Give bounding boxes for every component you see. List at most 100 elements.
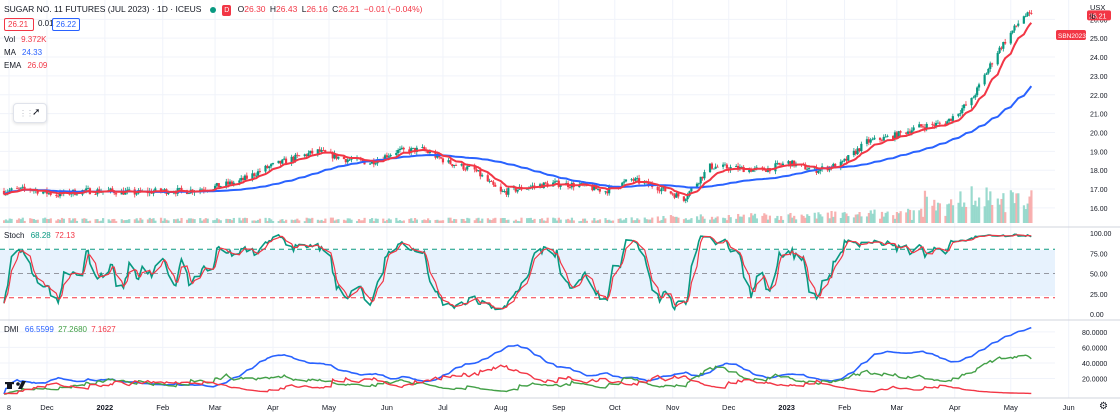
volume-bar (83, 218, 86, 223)
volume-bar (886, 211, 889, 223)
volume-bar (580, 220, 583, 223)
candle-body (460, 164, 463, 166)
candle-body (240, 178, 243, 181)
dmi-legend[interactable]: DMI 66.5599 27.2680 7.1627 (4, 325, 116, 334)
time-axis: 8 Dec 2022 Feb Mar Apr May Jun Jul Aug Sep Oct Nov De… (7, 403, 1075, 412)
candle-body (477, 170, 480, 172)
volume-bar (593, 218, 596, 223)
candle-body (348, 159, 351, 161)
ask-button[interactable]: 26.22 (52, 18, 80, 31)
cursor-arrow-icon[interactable]: ➚ (32, 107, 41, 118)
volume-bar (227, 218, 230, 223)
volume-bar (59, 219, 62, 223)
price-axis: 16.00 17.00 18.00 19.00 20.00 21.00 22.00 23.00… (1082, 10, 1112, 383)
volume-bar (389, 219, 392, 223)
volume-bar (585, 220, 588, 223)
candle-body (841, 160, 844, 162)
candle-body (505, 191, 508, 195)
candle-body (817, 171, 820, 173)
volume-bar (266, 221, 269, 223)
candle-body (873, 137, 876, 140)
volume-bar (684, 218, 687, 223)
volume-bars (3, 186, 1033, 223)
volume-bar (832, 216, 835, 223)
volume-bar (316, 219, 319, 223)
volume-bar (279, 219, 282, 223)
time-tick-label: Apr (267, 403, 279, 412)
candle-body (398, 148, 402, 151)
candle-body (708, 163, 712, 173)
candle-body (682, 196, 685, 201)
time-tick-label: Nov (666, 403, 680, 412)
candle-body (309, 150, 312, 154)
candle-body (178, 187, 181, 189)
candle-body (109, 188, 112, 191)
candle-body (714, 166, 717, 169)
candle-body (884, 136, 887, 138)
candle-body (408, 149, 411, 153)
instrument-title[interactable]: SUGAR NO. 11 FUTURES (JUL 2023) · 1D · I… (4, 4, 202, 14)
candle-body (938, 122, 941, 124)
volume-bar (740, 216, 744, 223)
candle-body (923, 127, 926, 130)
volume-bar (619, 218, 622, 223)
currency-unit-button[interactable]: USX lb (1090, 3, 1105, 21)
volume-bar (546, 217, 549, 223)
volume-bar (98, 221, 101, 223)
volume-bar (1028, 196, 1031, 223)
ma-legend[interactable]: MA 24.33 (4, 48, 42, 57)
volume-bar (60, 217, 64, 223)
candle-body (475, 169, 478, 172)
candle-body (1028, 12, 1031, 14)
ema-legend[interactable]: EMA 26.09 (4, 61, 47, 70)
volume-bar (699, 214, 702, 223)
volume-bar (305, 217, 308, 223)
volume-bar (395, 217, 398, 223)
candle-body (453, 165, 456, 167)
stoch-legend[interactable]: Stoch 68.28 72.13 (4, 231, 75, 240)
time-tick-label: 2023 (778, 403, 795, 412)
volume-bar (507, 219, 510, 223)
settings-gear-icon[interactable]: ⚙ (1099, 401, 1108, 412)
candle-body (385, 155, 389, 158)
volume-bar (768, 215, 772, 223)
volume-bar (10, 218, 13, 223)
volume-bar (466, 217, 469, 223)
volume-bar (3, 220, 6, 223)
candle-body (83, 190, 86, 191)
bid-button[interactable]: 26.21 (4, 18, 34, 31)
volume-bar (16, 219, 19, 223)
volume-bar (727, 215, 730, 223)
price-tick-label: 26.00 (1090, 17, 1108, 24)
volume-bar (453, 218, 456, 223)
drag-handle-icon[interactable]: ⋮⋮ (19, 109, 34, 118)
candle-body (970, 98, 973, 106)
volume-bar (318, 220, 321, 223)
floating-toolbar[interactable]: ⋮⋮ ➚ (13, 103, 47, 123)
candle-body (15, 188, 19, 190)
stoch-d-value: 72.13 (54, 231, 75, 240)
candle-body (807, 168, 811, 170)
volume-bar (242, 218, 245, 223)
dmi-tick-label: 60.0000 (1082, 345, 1107, 352)
time-tick-label: Jun (1063, 403, 1075, 412)
dmi-minus-di-line (3, 364, 1032, 395)
volume-bar (974, 200, 977, 223)
candle-body (568, 187, 572, 188)
price-tick-label: 21.00 (1090, 112, 1108, 119)
candle-body (481, 175, 484, 177)
volume-bar (998, 204, 1001, 223)
candle-body (660, 188, 663, 192)
volume-bar (763, 213, 766, 223)
candle-body (217, 183, 220, 188)
candle-body (395, 152, 398, 155)
volume-bar (455, 219, 458, 223)
volume-bar (427, 218, 430, 223)
volume-legend[interactable]: Vol 9.372K (4, 35, 46, 44)
candle-body (180, 187, 183, 191)
candle-body (251, 173, 254, 179)
volume-bar (512, 220, 516, 223)
volume-bar (978, 197, 981, 223)
volume-bar (486, 218, 489, 223)
